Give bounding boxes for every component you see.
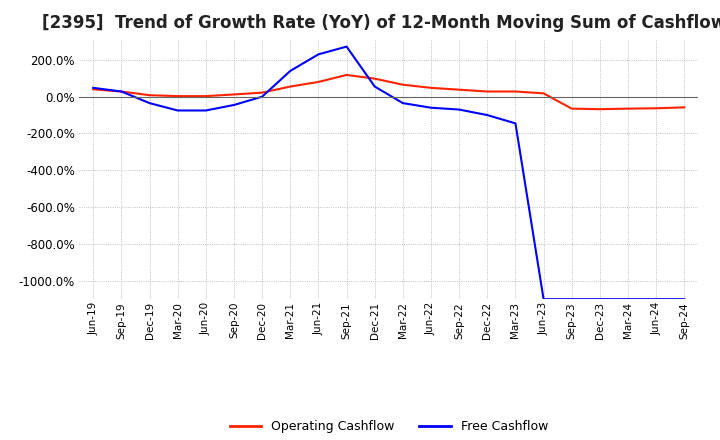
Operating Cashflow bbox=[652, 106, 660, 111]
Operating Cashflow bbox=[455, 87, 464, 92]
Operating Cashflow bbox=[314, 79, 323, 84]
Free Cashflow bbox=[117, 89, 126, 94]
Operating Cashflow bbox=[399, 82, 408, 88]
Operating Cashflow bbox=[258, 90, 266, 95]
Operating Cashflow bbox=[202, 93, 210, 99]
Operating Cashflow bbox=[511, 89, 520, 94]
Free Cashflow bbox=[286, 68, 294, 73]
Operating Cashflow bbox=[567, 106, 576, 111]
Legend: Operating Cashflow, Free Cashflow: Operating Cashflow, Free Cashflow bbox=[225, 415, 553, 438]
Operating Cashflow bbox=[680, 105, 688, 110]
Operating Cashflow bbox=[624, 106, 632, 111]
Operating Cashflow bbox=[145, 92, 154, 98]
Operating Cashflow bbox=[370, 76, 379, 81]
Free Cashflow bbox=[174, 108, 182, 113]
Line: Free Cashflow: Free Cashflow bbox=[94, 47, 684, 299]
Free Cashflow bbox=[258, 94, 266, 99]
Free Cashflow bbox=[455, 107, 464, 112]
Free Cashflow bbox=[145, 100, 154, 106]
Operating Cashflow bbox=[483, 89, 492, 94]
Free Cashflow bbox=[511, 121, 520, 126]
Operating Cashflow bbox=[174, 93, 182, 99]
Free Cashflow bbox=[539, 297, 548, 302]
Free Cashflow bbox=[427, 105, 436, 110]
Title: [2395]  Trend of Growth Rate (YoY) of 12-Month Moving Sum of Cashflows: [2395] Trend of Growth Rate (YoY) of 12-… bbox=[42, 15, 720, 33]
Free Cashflow bbox=[202, 108, 210, 113]
Free Cashflow bbox=[89, 85, 98, 91]
Free Cashflow bbox=[595, 297, 604, 302]
Free Cashflow bbox=[370, 84, 379, 89]
Operating Cashflow bbox=[342, 72, 351, 77]
Free Cashflow bbox=[399, 100, 408, 106]
Free Cashflow bbox=[314, 51, 323, 57]
Free Cashflow bbox=[342, 44, 351, 49]
Free Cashflow bbox=[230, 103, 238, 108]
Free Cashflow bbox=[483, 113, 492, 118]
Operating Cashflow bbox=[89, 87, 98, 92]
Operating Cashflow bbox=[230, 92, 238, 97]
Free Cashflow bbox=[652, 297, 660, 302]
Operating Cashflow bbox=[286, 84, 294, 89]
Operating Cashflow bbox=[427, 85, 436, 91]
Operating Cashflow bbox=[595, 106, 604, 112]
Line: Operating Cashflow: Operating Cashflow bbox=[94, 75, 684, 109]
Operating Cashflow bbox=[539, 91, 548, 96]
Free Cashflow bbox=[567, 297, 576, 302]
Free Cashflow bbox=[680, 297, 688, 302]
Operating Cashflow bbox=[117, 89, 126, 94]
Free Cashflow bbox=[624, 297, 632, 302]
